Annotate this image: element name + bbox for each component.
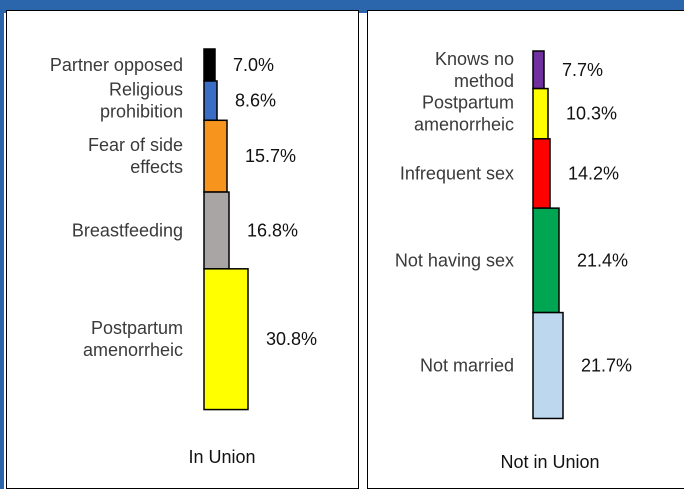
not-in-union-axis-title: Not in Union [500,452,599,472]
not-in-union-segment-knows-no-method [532,50,545,90]
in-union-value-fear-of-side-effects: 15.7% [245,146,296,166]
in-union-segment-fear-of-side-effects [203,119,228,193]
not-in-union-label-not-having-sex: Not having sex [395,250,514,270]
in-union-value-religious-prohibition: 8.6% [235,91,276,111]
in-union-segment-partner-opposed [203,48,216,82]
in-union-value-postpartum-amenorrheic: 30.8% [266,329,317,349]
in-union-axis-title: In Union [188,447,255,467]
in-union-label-breastfeeding: Breastfeeding [72,220,183,240]
panel-in-union: Partner opposed 7.0% Religious prohibition 8… [6,10,359,489]
left-accent-bar [0,13,4,489]
header-bar [0,0,684,13]
in-union-label-religious-prohibition: Religious prohibition [100,80,183,122]
not-in-union-label-infrequent-sex: Infrequent sex [400,163,514,183]
not-in-union-segment-postpartum-amenorrheic [532,87,549,140]
not-in-union-value-infrequent-sex: 14.2% [568,163,619,183]
in-union-value-breastfeeding: 16.8% [247,220,298,240]
chart-not-in-union: Knows no method 7.7% Postpartum amenorrheic 1… [395,49,632,472]
not-in-union-segment-infrequent-sex [532,138,551,209]
chart-in-union: Partner opposed 7.0% Religious prohibition 8… [50,48,317,467]
not-in-union-label-postpartum-amenorrheic: Postpartum amenorrheic [414,93,514,135]
not-in-union-value-not-having-sex: 21.4% [577,250,628,270]
not-in-union-value-not-married: 21.7% [581,356,632,376]
in-union-segment-postpartum-amenorrheic [203,268,249,411]
in-union-label-partner-opposed: Partner opposed [50,55,183,75]
not-in-union-label-not-married: Not married [420,356,514,376]
in-union-value-partner-opposed: 7.0% [233,55,274,75]
panel-not-in-union: Knows no method 7.7% Postpartum amenorrheic 1… [367,10,684,489]
in-union-label-fear-of-side-effects: Fear of side effects [88,135,183,177]
not-in-union-value-knows-no-method: 7.7% [562,60,603,80]
in-union-segment-religious-prohibition [203,80,218,122]
in-union-segment-breastfeeding [203,191,230,270]
not-in-union-value-postpartum-amenorrheic: 10.3% [566,104,617,124]
not-in-union-label-knows-no-method: Knows no method [435,49,514,91]
not-in-union-segment-not-married [532,311,564,420]
not-in-union-segment-not-having-sex [532,207,560,314]
in-union-label-postpartum-amenorrheic: Postpartum amenorrheic [83,318,183,360]
